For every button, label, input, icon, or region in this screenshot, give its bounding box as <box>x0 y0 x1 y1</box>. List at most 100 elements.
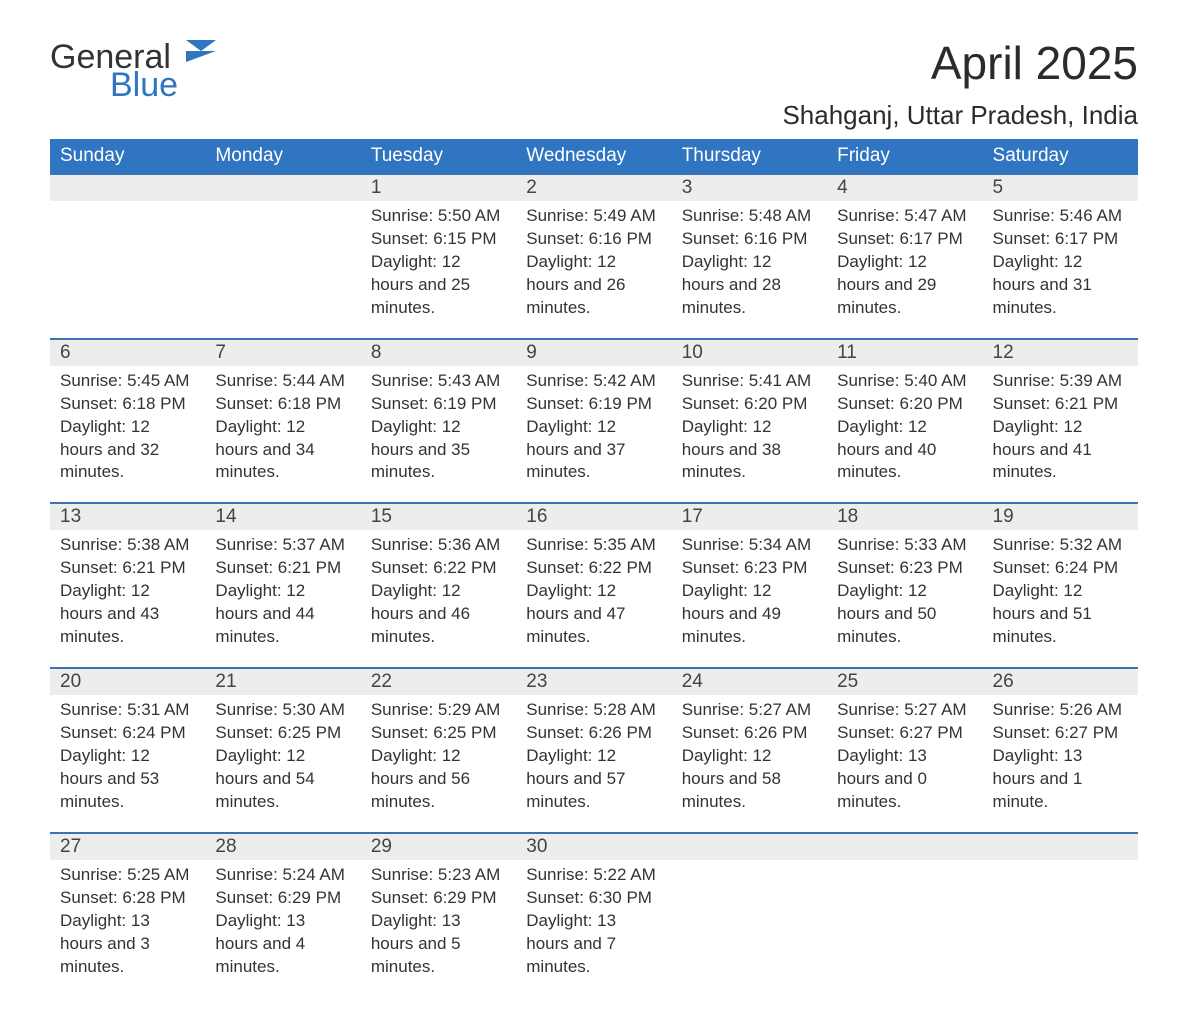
day-number-cell: 14 <box>205 503 360 530</box>
daylight-line: Daylight: 12 hours and 26 minutes. <box>526 251 661 320</box>
weekday-header: Monday <box>205 139 360 174</box>
month-title: April 2025 <box>782 40 1138 86</box>
day-number-cell: 18 <box>827 503 982 530</box>
location: Shahganj, Uttar Pradesh, India <box>782 100 1138 131</box>
weekday-header: Saturday <box>983 139 1138 174</box>
day-detail-cell: Sunrise: 5:44 AMSunset: 6:18 PMDaylight:… <box>205 366 360 504</box>
daylight-line: Daylight: 12 hours and 50 minutes. <box>837 580 972 649</box>
sunrise-line: Sunrise: 5:44 AM <box>215 370 350 393</box>
daylight-line: Daylight: 13 hours and 0 minutes. <box>837 745 972 814</box>
day-detail-cell: Sunrise: 5:33 AMSunset: 6:23 PMDaylight:… <box>827 530 982 668</box>
daylight-line: Daylight: 13 hours and 3 minutes. <box>60 910 195 979</box>
header: General Blue April 2025 Shahganj, Uttar … <box>50 40 1138 131</box>
daylight-line: Daylight: 12 hours and 41 minutes. <box>993 416 1128 485</box>
day-number-row: 13141516171819 <box>50 503 1138 530</box>
day-number-cell: 6 <box>50 339 205 366</box>
sunset-line: Sunset: 6:21 PM <box>60 557 195 580</box>
sunset-line: Sunset: 6:25 PM <box>371 722 506 745</box>
sunrise-line: Sunrise: 5:45 AM <box>60 370 195 393</box>
day-number-cell: 30 <box>516 833 671 860</box>
day-number-cell: 5 <box>983 174 1138 201</box>
day-detail-cell: Sunrise: 5:42 AMSunset: 6:19 PMDaylight:… <box>516 366 671 504</box>
day-number-row: 27282930 <box>50 833 1138 860</box>
logo-text-2: Blue <box>110 68 216 102</box>
sunrise-line: Sunrise: 5:43 AM <box>371 370 506 393</box>
daylight-line: Daylight: 12 hours and 54 minutes. <box>215 745 350 814</box>
sunset-line: Sunset: 6:22 PM <box>371 557 506 580</box>
calendar-table: SundayMondayTuesdayWednesdayThursdayFrid… <box>50 139 1138 996</box>
day-number-cell: 24 <box>672 668 827 695</box>
day-number-cell <box>983 833 1138 860</box>
sunrise-line: Sunrise: 5:34 AM <box>682 534 817 557</box>
day-number-row: 12345 <box>50 174 1138 201</box>
weekday-header: Friday <box>827 139 982 174</box>
sunrise-line: Sunrise: 5:49 AM <box>526 205 661 228</box>
day-detail-cell: Sunrise: 5:24 AMSunset: 6:29 PMDaylight:… <box>205 860 360 997</box>
day-detail-cell: Sunrise: 5:36 AMSunset: 6:22 PMDaylight:… <box>361 530 516 668</box>
day-number-cell: 11 <box>827 339 982 366</box>
sunset-line: Sunset: 6:23 PM <box>837 557 972 580</box>
day-detail-cell: Sunrise: 5:37 AMSunset: 6:21 PMDaylight:… <box>205 530 360 668</box>
day-detail-cell: Sunrise: 5:38 AMSunset: 6:21 PMDaylight:… <box>50 530 205 668</box>
sunset-line: Sunset: 6:17 PM <box>993 228 1128 251</box>
sunrise-line: Sunrise: 5:25 AM <box>60 864 195 887</box>
sunset-line: Sunset: 6:19 PM <box>526 393 661 416</box>
day-detail-cell <box>827 860 982 997</box>
daylight-line: Daylight: 12 hours and 25 minutes. <box>371 251 506 320</box>
sunset-line: Sunset: 6:27 PM <box>837 722 972 745</box>
day-detail-cell <box>983 860 1138 997</box>
day-number-cell: 10 <box>672 339 827 366</box>
sunrise-line: Sunrise: 5:24 AM <box>215 864 350 887</box>
day-detail-cell: Sunrise: 5:32 AMSunset: 6:24 PMDaylight:… <box>983 530 1138 668</box>
sunrise-line: Sunrise: 5:28 AM <box>526 699 661 722</box>
sunset-line: Sunset: 6:26 PM <box>526 722 661 745</box>
sunset-line: Sunset: 6:21 PM <box>993 393 1128 416</box>
day-detail-cell: Sunrise: 5:50 AMSunset: 6:15 PMDaylight:… <box>361 201 516 339</box>
sunset-line: Sunset: 6:21 PM <box>215 557 350 580</box>
sunrise-line: Sunrise: 5:35 AM <box>526 534 661 557</box>
weekday-header: Wednesday <box>516 139 671 174</box>
day-detail-cell: Sunrise: 5:48 AMSunset: 6:16 PMDaylight:… <box>672 201 827 339</box>
day-detail-cell: Sunrise: 5:39 AMSunset: 6:21 PMDaylight:… <box>983 366 1138 504</box>
sunrise-line: Sunrise: 5:47 AM <box>837 205 972 228</box>
day-number-row: 20212223242526 <box>50 668 1138 695</box>
sunrise-line: Sunrise: 5:48 AM <box>682 205 817 228</box>
day-number-cell: 21 <box>205 668 360 695</box>
day-number-cell <box>827 833 982 860</box>
daylight-line: Daylight: 12 hours and 32 minutes. <box>60 416 195 485</box>
day-detail-cell: Sunrise: 5:25 AMSunset: 6:28 PMDaylight:… <box>50 860 205 997</box>
sunrise-line: Sunrise: 5:29 AM <box>371 699 506 722</box>
day-number-cell: 8 <box>361 339 516 366</box>
daylight-line: Daylight: 12 hours and 56 minutes. <box>371 745 506 814</box>
daylight-line: Daylight: 13 hours and 5 minutes. <box>371 910 506 979</box>
daylight-line: Daylight: 12 hours and 58 minutes. <box>682 745 817 814</box>
sunset-line: Sunset: 6:18 PM <box>60 393 195 416</box>
day-detail-row: Sunrise: 5:38 AMSunset: 6:21 PMDaylight:… <box>50 530 1138 668</box>
daylight-line: Daylight: 12 hours and 47 minutes. <box>526 580 661 649</box>
sunset-line: Sunset: 6:26 PM <box>682 722 817 745</box>
day-detail-cell: Sunrise: 5:27 AMSunset: 6:27 PMDaylight:… <box>827 695 982 833</box>
day-detail-cell: Sunrise: 5:28 AMSunset: 6:26 PMDaylight:… <box>516 695 671 833</box>
daylight-line: Daylight: 12 hours and 53 minutes. <box>60 745 195 814</box>
sunset-line: Sunset: 6:16 PM <box>682 228 817 251</box>
day-number-cell <box>672 833 827 860</box>
day-detail-cell <box>205 201 360 339</box>
daylight-line: Daylight: 12 hours and 29 minutes. <box>837 251 972 320</box>
day-detail-cell: Sunrise: 5:30 AMSunset: 6:25 PMDaylight:… <box>205 695 360 833</box>
daylight-line: Daylight: 12 hours and 49 minutes. <box>682 580 817 649</box>
daylight-line: Daylight: 12 hours and 38 minutes. <box>682 416 817 485</box>
logo-flag-icon <box>186 40 216 62</box>
day-detail-cell: Sunrise: 5:34 AMSunset: 6:23 PMDaylight:… <box>672 530 827 668</box>
day-detail-cell: Sunrise: 5:46 AMSunset: 6:17 PMDaylight:… <box>983 201 1138 339</box>
sunset-line: Sunset: 6:18 PM <box>215 393 350 416</box>
sunrise-line: Sunrise: 5:31 AM <box>60 699 195 722</box>
sunrise-line: Sunrise: 5:32 AM <box>993 534 1128 557</box>
weekday-header: Tuesday <box>361 139 516 174</box>
day-detail-cell: Sunrise: 5:22 AMSunset: 6:30 PMDaylight:… <box>516 860 671 997</box>
sunrise-line: Sunrise: 5:50 AM <box>371 205 506 228</box>
sunrise-line: Sunrise: 5:27 AM <box>682 699 817 722</box>
day-number-cell: 19 <box>983 503 1138 530</box>
sunrise-line: Sunrise: 5:26 AM <box>993 699 1128 722</box>
sunrise-line: Sunrise: 5:22 AM <box>526 864 661 887</box>
day-number-cell <box>50 174 205 201</box>
